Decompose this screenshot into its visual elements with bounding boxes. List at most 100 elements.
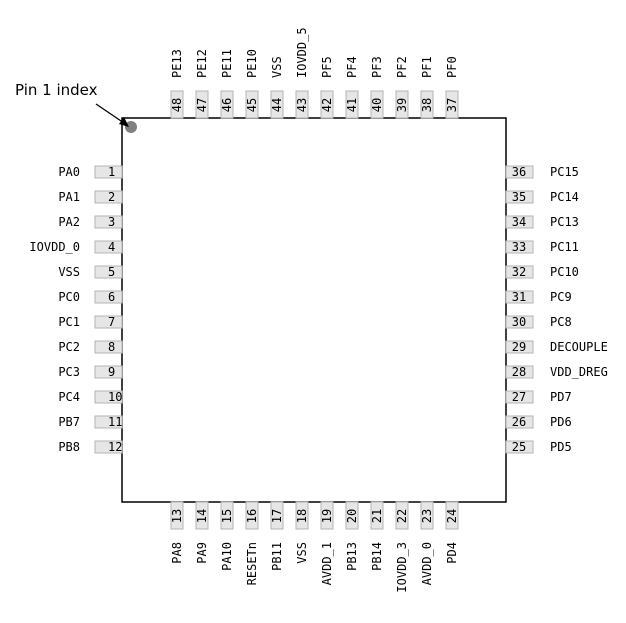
pin-box-47 [195, 90, 209, 119]
pin-name-30: PC8 [550, 315, 572, 329]
pin1-index-label: Pin 1 index [15, 81, 98, 99]
pin-name-21: PB14 [370, 542, 384, 571]
pin-box-44 [270, 90, 284, 119]
pin-number-4: 4 [108, 240, 115, 254]
pin-number-24: 24 [445, 509, 459, 523]
pin-number-30: 30 [512, 315, 526, 329]
pin-box-12 [94, 440, 123, 454]
pin-box-43 [295, 90, 309, 119]
pin-box-27 [505, 390, 534, 404]
pin-number-28: 28 [512, 365, 526, 379]
pin-number-33: 33 [512, 240, 526, 254]
pin-box-5 [94, 265, 123, 279]
pin-number-1: 1 [108, 165, 115, 179]
pin-number-16: 16 [245, 509, 259, 523]
pin-box-16 [245, 501, 259, 530]
pin-number-34: 34 [512, 215, 526, 229]
pin-box-11 [94, 415, 123, 429]
pin-number-44: 44 [270, 98, 284, 112]
pin-number-37: 37 [445, 98, 459, 112]
pin-box-46 [220, 90, 234, 119]
pin-box-31 [505, 290, 534, 304]
pin-box-15 [220, 501, 234, 530]
pin-name-35: PC14 [550, 190, 579, 204]
pin-number-45: 45 [245, 98, 259, 112]
pin-name-36: PC15 [550, 165, 579, 179]
pin-number-3: 3 [108, 215, 115, 229]
pin-name-28: VDD_DREG [550, 365, 608, 379]
pin-name-12: PB8 [58, 440, 80, 454]
pin-box-48 [170, 90, 184, 119]
pin-number-40: 40 [370, 98, 384, 112]
pin-name-32: PC10 [550, 265, 579, 279]
pin-name-25: PD5 [550, 440, 572, 454]
pin-number-43: 43 [295, 98, 309, 112]
pin-number-48: 48 [170, 98, 184, 112]
pin-box-9 [94, 365, 123, 379]
pin-number-19: 19 [320, 509, 334, 523]
pin-box-33 [505, 240, 534, 254]
pin-box-19 [320, 501, 334, 530]
pin-box-8 [94, 340, 123, 354]
pin-box-24 [445, 501, 459, 530]
pin-box-41 [345, 90, 359, 119]
pin-name-31: PC9 [550, 290, 572, 304]
pin-number-32: 32 [512, 265, 526, 279]
pin-number-15: 15 [220, 509, 234, 523]
pin-box-38 [420, 90, 434, 119]
pin-name-6: PC0 [58, 290, 80, 304]
pin-name-4: IOVDD_0 [29, 240, 80, 254]
pin-name-39: PF2 [395, 56, 409, 78]
pin-number-7: 7 [108, 315, 115, 329]
pin-name-27: PD7 [550, 390, 572, 404]
pin-number-46: 46 [220, 98, 234, 112]
pin-box-2 [94, 190, 123, 204]
pin-box-26 [505, 415, 534, 429]
pin-number-23: 23 [420, 509, 434, 523]
pin-number-25: 25 [512, 440, 526, 454]
pin-number-17: 17 [270, 509, 284, 523]
pin-name-17: PB11 [270, 542, 284, 571]
pin-number-10: 10 [108, 390, 122, 404]
pin-name-44: VSS [270, 56, 284, 78]
pin-name-1: PA0 [58, 165, 80, 179]
chip-body [121, 117, 507, 503]
pin-box-40 [370, 90, 384, 119]
pin-number-13: 13 [170, 509, 184, 523]
pin-name-45: PE10 [245, 49, 259, 78]
pin-name-40: PF3 [370, 56, 384, 78]
pin-name-33: PC11 [550, 240, 579, 254]
pin-box-25 [505, 440, 534, 454]
pin-name-37: PF0 [445, 56, 459, 78]
pin-name-41: PF4 [345, 56, 359, 78]
pin-box-45 [245, 90, 259, 119]
pin-box-34 [505, 215, 534, 229]
pin-number-27: 27 [512, 390, 526, 404]
pin-number-11: 11 [108, 415, 122, 429]
pin-name-38: PF1 [420, 56, 434, 78]
pin-number-21: 21 [370, 509, 384, 523]
pin-number-9: 9 [108, 365, 115, 379]
pin-name-22: IOVDD_3 [395, 542, 409, 593]
pin-name-7: PC1 [58, 315, 80, 329]
pin-number-8: 8 [108, 340, 115, 354]
pin-name-5: VSS [58, 265, 80, 279]
pin-box-20 [345, 501, 359, 530]
pin-name-48: PE13 [170, 49, 184, 78]
pin-box-29 [505, 340, 534, 354]
pin-name-46: PE11 [220, 49, 234, 78]
pins-layer: 1 PA0 2 PA1 3 PA2 4 IOVDD_0 5 VSS 6 PC0 7 PC1 8 PC2 9 PC3… [29, 27, 607, 592]
pin-box-6 [94, 290, 123, 304]
pin-name-43: IOVDD_5 [295, 27, 309, 78]
pin-name-8: PC2 [58, 340, 80, 354]
pin-name-3: PA2 [58, 215, 80, 229]
pin-box-14 [195, 501, 209, 530]
pin-number-12: 12 [108, 440, 122, 454]
pin-box-1 [94, 165, 123, 179]
pin-box-42 [320, 90, 334, 119]
pin-number-47: 47 [195, 98, 209, 112]
pin-name-29: DECOUPLE [550, 340, 608, 354]
pin-box-18 [295, 501, 309, 530]
pin-name-42: PF5 [320, 56, 334, 78]
pin-box-10 [94, 390, 123, 404]
